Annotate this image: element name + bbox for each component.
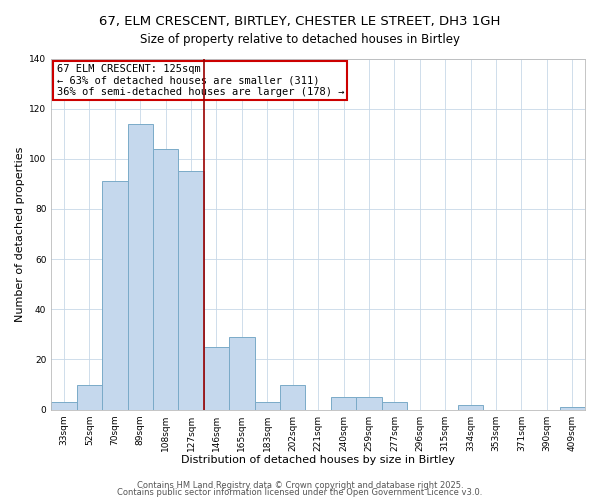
Text: 67, ELM CRESCENT, BIRTLEY, CHESTER LE STREET, DH3 1GH: 67, ELM CRESCENT, BIRTLEY, CHESTER LE ST… — [100, 15, 500, 28]
Y-axis label: Number of detached properties: Number of detached properties — [15, 146, 25, 322]
Text: 67 ELM CRESCENT: 125sqm
← 63% of detached houses are smaller (311)
36% of semi-d: 67 ELM CRESCENT: 125sqm ← 63% of detache… — [56, 64, 344, 97]
Bar — [229, 337, 254, 409]
Bar — [102, 182, 128, 410]
Bar — [382, 402, 407, 409]
Bar — [178, 172, 204, 410]
Bar — [128, 124, 153, 410]
Bar — [77, 384, 102, 409]
Bar — [356, 397, 382, 409]
Bar — [204, 347, 229, 410]
Text: Contains public sector information licensed under the Open Government Licence v3: Contains public sector information licen… — [118, 488, 482, 497]
Text: Size of property relative to detached houses in Birtley: Size of property relative to detached ho… — [140, 32, 460, 46]
Text: Contains HM Land Registry data © Crown copyright and database right 2025.: Contains HM Land Registry data © Crown c… — [137, 480, 463, 490]
X-axis label: Distribution of detached houses by size in Birtley: Distribution of detached houses by size … — [181, 455, 455, 465]
Bar — [153, 149, 178, 409]
Bar — [560, 407, 585, 410]
Bar — [254, 402, 280, 409]
Bar — [331, 397, 356, 409]
Bar — [458, 404, 484, 409]
Bar — [280, 384, 305, 409]
Bar — [51, 402, 77, 409]
